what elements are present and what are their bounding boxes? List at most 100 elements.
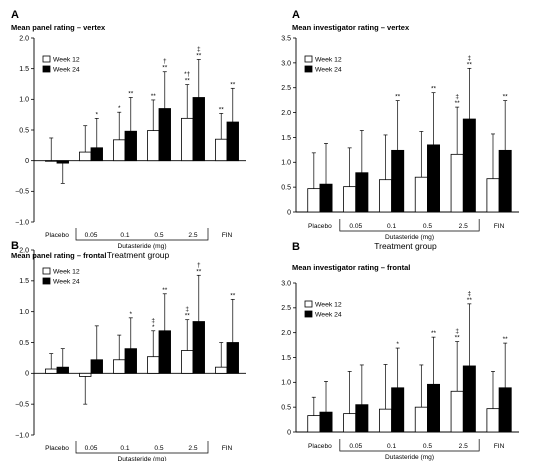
bar-week24 xyxy=(462,118,476,213)
legend-swatch-week24 xyxy=(42,65,51,73)
legend-swatch-week12 xyxy=(42,55,51,63)
bar-week12 xyxy=(486,408,500,433)
bar-week24 xyxy=(158,330,171,374)
chart-panel-1: A Mean panel rating – vertex −1.0 −0.5 0 0.5 1… xyxy=(11,9,246,260)
bar-week24 xyxy=(391,149,405,213)
y-tick-label: −1.0 xyxy=(15,432,29,439)
x-category-label: 0.5 xyxy=(423,443,432,450)
dose-group-label: Dutasteride (mg) xyxy=(117,243,166,250)
dose-group-label: Dutasteride (mg) xyxy=(385,454,434,461)
bar-week12 xyxy=(307,188,321,213)
legend-label: Week 12 xyxy=(315,57,342,64)
significance-label: ‡ xyxy=(468,290,472,297)
significance-label: ** xyxy=(503,94,509,101)
significance-label: ** xyxy=(467,61,473,68)
significance-label: ** xyxy=(196,52,202,59)
bar-week12 xyxy=(343,186,357,213)
x-category-label: 0.05 xyxy=(85,232,98,239)
y-tick-label: −1.0 xyxy=(15,219,29,226)
y-tick-label: 0 xyxy=(287,429,291,436)
y-tick-label: −0.5 xyxy=(15,402,29,409)
legend-label: Week 24 xyxy=(53,279,80,286)
bar-week12 xyxy=(378,408,392,433)
legend-label: Week 12 xyxy=(53,57,80,64)
dose-group-label: Dutasteride (mg) xyxy=(385,234,434,241)
dose-group-label: Dutasteride (mg) xyxy=(117,456,166,461)
significance-label: ** xyxy=(467,297,473,304)
significance-label: † xyxy=(163,58,167,65)
chart-title: Mean investigator rating – frontal xyxy=(292,263,410,272)
x-category-label: Placebo xyxy=(308,223,332,230)
panel-letter: A xyxy=(11,9,19,21)
bar-week24 xyxy=(226,342,239,374)
significance-label: *† xyxy=(184,71,191,78)
panel-letter: B xyxy=(11,240,19,252)
dose-bracket xyxy=(339,219,480,232)
x-category-label: Placebo xyxy=(308,443,332,450)
x-category-label: 0.1 xyxy=(120,232,129,239)
x-category-label: 2.5 xyxy=(459,223,468,230)
significance-label: ** xyxy=(162,65,168,72)
legend-label: Week 12 xyxy=(53,269,80,276)
significance-label: ‡ xyxy=(151,317,155,324)
legend-swatch-week24 xyxy=(304,310,313,318)
legend-swatch-week24 xyxy=(304,65,313,73)
panel-letter: A xyxy=(292,9,300,21)
bar-week12 xyxy=(181,350,194,374)
significance-label: ** xyxy=(185,313,191,320)
bar-week24 xyxy=(56,366,69,374)
bar-week24 xyxy=(355,404,369,433)
chart-title: Mean panel rating – frontal xyxy=(11,251,106,260)
dose-bracket xyxy=(75,441,209,454)
x-category-label: FIN xyxy=(222,445,233,452)
dose-bracket xyxy=(75,228,209,241)
y-tick-label: 0 xyxy=(25,158,29,165)
bar-week24 xyxy=(427,144,440,213)
bar-week12 xyxy=(147,130,160,162)
bar-week24 xyxy=(192,97,205,162)
y-tick-label: 2.0 xyxy=(19,247,29,254)
significance-label: * xyxy=(152,324,155,331)
x-category-label: 0.05 xyxy=(349,223,362,230)
bar-week24 xyxy=(90,147,103,162)
legend-swatch-week12 xyxy=(42,267,51,275)
bar-week12 xyxy=(113,359,126,374)
legend-label: Week 12 xyxy=(315,302,342,309)
bar-week24 xyxy=(391,387,405,433)
x-category-label: FIN xyxy=(494,223,505,230)
bar-week24 xyxy=(90,359,103,374)
significance-label: ‡ xyxy=(185,306,189,313)
bar-week12 xyxy=(343,413,357,433)
significance-label: ** xyxy=(230,81,236,88)
bar-week12 xyxy=(450,153,464,213)
bar-week24 xyxy=(319,183,333,213)
x-category-label: FIN xyxy=(222,232,233,239)
y-tick-label: 2.0 xyxy=(281,330,291,337)
bar-week12 xyxy=(414,406,428,433)
legend-swatch-week24 xyxy=(42,277,51,285)
y-tick-label: 2.5 xyxy=(281,305,291,312)
significance-label: ** xyxy=(128,90,134,97)
y-tick-label: 1.5 xyxy=(281,355,291,362)
significance-label: ** xyxy=(431,330,437,337)
y-tick-label: 3.5 xyxy=(281,35,291,42)
x-category-label: FIN xyxy=(494,443,505,450)
bar-week24 xyxy=(462,365,476,433)
x-axis-title: Treatment group xyxy=(374,241,437,251)
bar-week12 xyxy=(307,415,321,433)
y-tick-label: 0.5 xyxy=(19,127,29,134)
bar-week24 xyxy=(192,321,205,374)
y-tick-label: 1.0 xyxy=(281,160,291,167)
y-tick-label: 1.5 xyxy=(281,135,291,142)
bar-week24 xyxy=(158,108,171,162)
significance-label: ** xyxy=(503,336,509,343)
y-tick-label: −0.5 xyxy=(15,189,29,196)
significance-label: ** xyxy=(151,93,157,100)
significance-label: ‡ xyxy=(468,55,472,62)
bar-week24 xyxy=(56,160,69,164)
bar-week12 xyxy=(79,372,92,377)
bar-week24 xyxy=(226,121,239,162)
bar-week24 xyxy=(124,130,137,162)
y-tick-label: 0.5 xyxy=(281,405,291,412)
chart-title: Mean investigator rating – vertex xyxy=(292,23,410,32)
